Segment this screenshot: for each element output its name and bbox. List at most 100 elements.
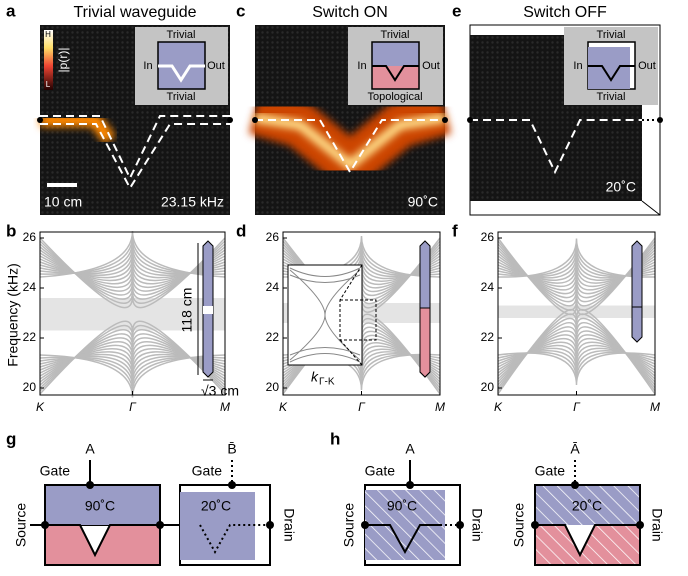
y-tick-label: 26 (266, 230, 280, 244)
signal-label: A (405, 441, 415, 457)
gate-label: Gate (535, 463, 566, 479)
inset-label: Out (638, 60, 656, 72)
port (227, 117, 233, 123)
temperature-label: 20˚C (606, 179, 636, 195)
y-tick-label: 22 (481, 330, 495, 344)
panel-letter: e (452, 1, 461, 20)
panel-title: Switch ON (312, 4, 388, 21)
frame-edge (641, 200, 661, 216)
gate-node (228, 481, 236, 489)
inset-label: Trivial (167, 29, 196, 41)
field-glow (254, 113, 446, 172)
zoom-line (339, 264, 363, 366)
signal-label: B̄ (227, 441, 236, 457)
panel-letter: b (6, 221, 16, 240)
y-tick-label: 26 (23, 230, 37, 244)
sample-stripe (203, 306, 213, 314)
x-tick-label: Γ (573, 400, 581, 414)
inset-label: In (357, 60, 366, 72)
y-tick-label: 26 (481, 230, 495, 244)
signal-label: Ā (570, 441, 580, 457)
waveguide-path (535, 524, 640, 558)
temperature-label: 20˚C (572, 498, 602, 514)
panel-d-annotations: k Γ-K (287, 240, 431, 388)
y-axis-label: Frequency (kHz) (5, 263, 21, 366)
inset-label: Topological (367, 91, 422, 103)
inset-label: Trivial (381, 29, 410, 41)
waveguide-path (45, 524, 160, 558)
gate-node (571, 481, 579, 489)
zoom-box (339, 299, 377, 341)
scale-label: 10 cm (44, 194, 82, 210)
waveguide-path (199, 524, 270, 555)
x-tick-label: K (279, 400, 288, 414)
colorbar (44, 30, 53, 90)
colorbar-label: |p(r)| (56, 48, 70, 73)
y-tick-label: 20 (23, 380, 37, 394)
x-tick-label: K (36, 400, 45, 414)
colorbar-low: L (46, 80, 51, 89)
drain-label: Drain (469, 508, 485, 541)
x-tick-label: Γ (358, 400, 366, 414)
port (467, 117, 473, 123)
drain-label: Drain (281, 508, 297, 541)
waveguide-path (255, 119, 445, 174)
y-tick-label: 20 (266, 380, 280, 394)
bulk-band (39, 230, 226, 278)
temperature-label: 90˚C (408, 194, 438, 210)
frequency-label: 23.15 kHz (161, 194, 224, 210)
node (156, 521, 164, 529)
region-topological (45, 525, 160, 565)
x-tick-label: K (494, 400, 503, 414)
x-tick-label: M (220, 400, 230, 414)
inset-box (372, 42, 419, 66)
y-tick-label: 22 (266, 330, 280, 344)
waveguide-path (470, 119, 642, 175)
panel-letter: g (6, 429, 16, 448)
gap-band (40, 298, 225, 331)
gap-band (498, 305, 655, 318)
gate-label: Gate (192, 463, 223, 479)
temperature-label: 20˚C (201, 498, 231, 514)
inset-path (588, 65, 635, 82)
waveguide-path (40, 115, 230, 190)
y-tick-label: 22 (23, 330, 37, 344)
region-trivial (45, 485, 160, 525)
node (266, 521, 274, 529)
inset-x-label: k (311, 369, 319, 385)
inset-label: Trivial (597, 29, 626, 41)
panel-letter: f (452, 221, 458, 240)
node (456, 521, 464, 529)
inset-path (372, 65, 419, 82)
source-label: Source (13, 503, 29, 548)
sample-bar-topological (419, 307, 431, 378)
gate-node (406, 481, 414, 489)
inset-label: Out (422, 60, 440, 72)
panel-f-annotations (631, 240, 643, 343)
panel-letter: h (330, 429, 340, 448)
drain-label: Drain (649, 508, 665, 541)
x-tick-label: Γ (129, 400, 137, 414)
inset-label: In (573, 60, 582, 72)
inset-label: Out (207, 60, 225, 72)
colorbar-high: H (45, 30, 51, 39)
panel-title: Switch OFF (523, 4, 607, 21)
y-tick-label: 20 (481, 380, 495, 394)
inset-box (588, 47, 630, 89)
dimension-label: 118 cm (179, 288, 195, 333)
port (657, 117, 663, 123)
inset-x-subscript: Γ-K (319, 377, 335, 388)
signal-label: A (85, 441, 95, 457)
inset-path (158, 64, 205, 83)
sample-bar (631, 240, 643, 343)
panel-letter: d (236, 221, 246, 240)
port (442, 117, 448, 123)
node (361, 521, 369, 529)
waveguide-path (365, 524, 440, 555)
node (636, 521, 644, 529)
node (41, 521, 49, 529)
port (252, 117, 258, 123)
node (531, 521, 539, 529)
inset-label: In (143, 60, 152, 72)
